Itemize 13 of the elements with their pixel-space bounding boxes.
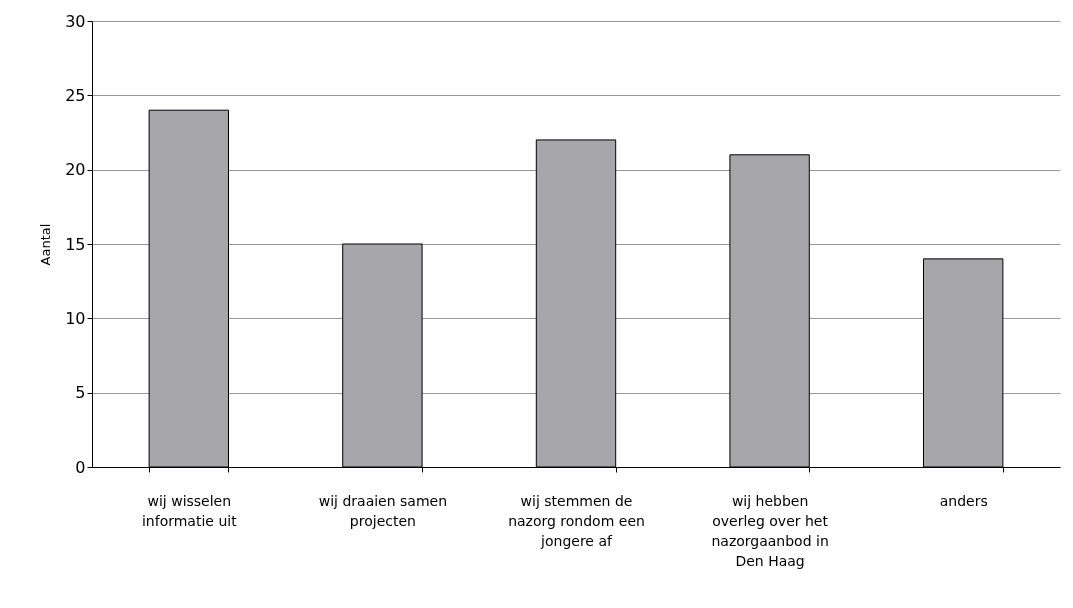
x-tick-label: anders: [939, 492, 988, 509]
x-tick-label: wij hebben overleg over het nazorgaanbod in Den Haag: [711, 492, 829, 569]
y-tick-label: 25: [65, 85, 86, 105]
y-axis-title: Aantal: [38, 223, 54, 266]
y-tick-label: 20: [65, 160, 86, 180]
x-tick-label: wij stemmen de nazorg rondom een jongere af: [508, 492, 645, 549]
x-tick-label: wij wisselen informatie uit: [141, 492, 238, 529]
y-tick-label: 0: [75, 457, 86, 477]
y-tick-label: 30: [65, 11, 86, 31]
x-tick-label: wij draaien samen projecten: [318, 492, 448, 529]
y-tick-label: 5: [75, 383, 86, 403]
y-tick-label: 15: [65, 234, 86, 254]
y-tick-label: 10: [65, 308, 86, 328]
